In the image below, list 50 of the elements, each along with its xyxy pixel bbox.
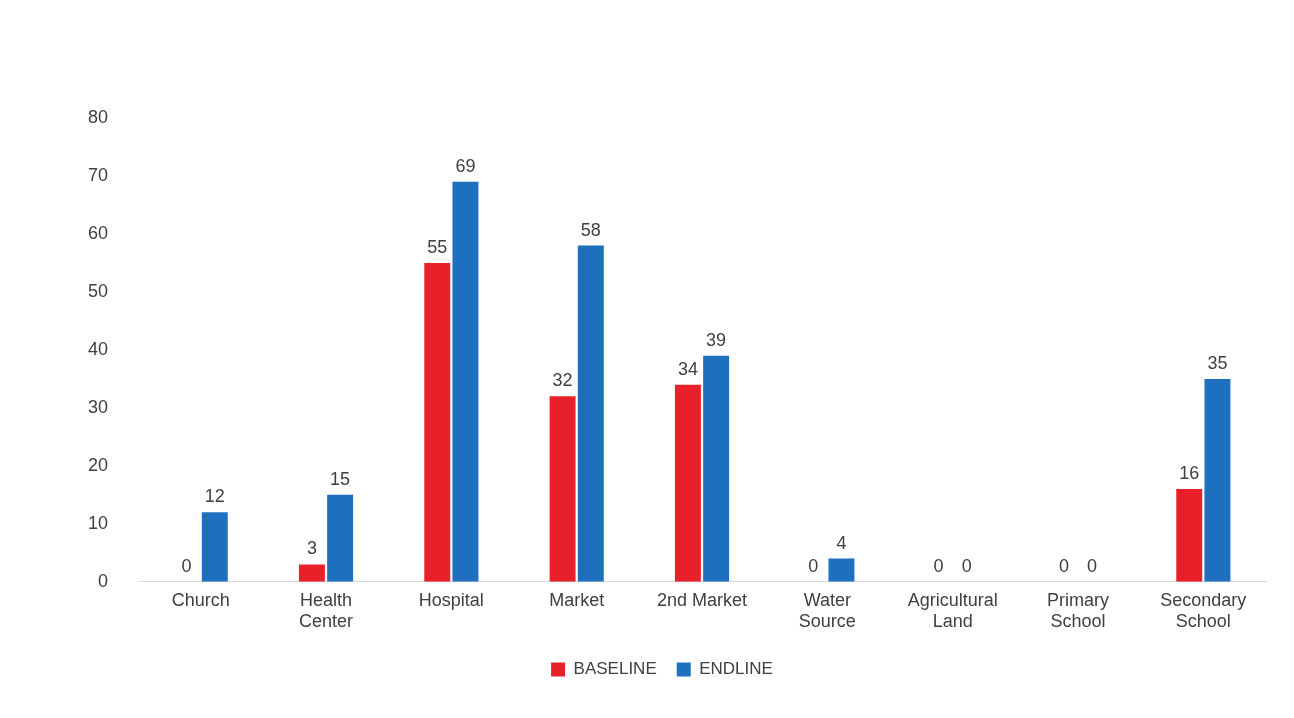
- y-tick-label: 10: [87, 512, 109, 533]
- y-tick-label: 40: [87, 338, 109, 359]
- data-label: 15: [330, 468, 351, 489]
- x-tick-label: Health Center: [299, 589, 354, 632]
- x-tick-label: Hospital: [418, 589, 484, 610]
- data-label: 12: [204, 486, 225, 507]
- data-label: 39: [706, 329, 727, 350]
- data-label: 35: [1207, 352, 1228, 373]
- x-tick-label: 2nd Market: [656, 589, 748, 610]
- data-label: 34: [677, 358, 698, 379]
- data-label: 32: [552, 370, 573, 391]
- bar: [327, 494, 354, 582]
- legend-label: ENDLINE: [699, 659, 773, 679]
- y-tick-label: 20: [87, 454, 109, 475]
- x-tick-label: Agricultural Land: [907, 589, 998, 632]
- x-tick-label: Water Source: [798, 589, 856, 632]
- bar: [1204, 378, 1231, 582]
- data-label: 55: [427, 236, 448, 257]
- y-tick-label: 0: [98, 570, 109, 591]
- y-tick-label: 30: [87, 396, 109, 417]
- x-tick-label: Market: [549, 589, 605, 610]
- y-tick-label: 70: [87, 164, 109, 185]
- x-tick-label: Church: [171, 589, 230, 610]
- x-tick-label: Primary School: [1047, 589, 1109, 632]
- data-label: 0: [1058, 555, 1069, 576]
- x-tick-label: Secondary School: [1160, 589, 1247, 632]
- data-label: 0: [181, 555, 192, 576]
- bar: [703, 355, 730, 582]
- y-tick-label: 50: [87, 280, 109, 301]
- bar: [452, 181, 479, 582]
- bar: [828, 558, 855, 582]
- data-label: 4: [836, 532, 847, 553]
- bar: [298, 564, 325, 582]
- bar: [577, 245, 604, 582]
- legend-label: BASELINE: [573, 659, 657, 679]
- bar: [549, 396, 576, 582]
- y-tick-label: 80: [87, 106, 109, 127]
- bar: [201, 512, 228, 582]
- bar: [1176, 489, 1203, 582]
- y-tick-label: 60: [87, 222, 109, 243]
- data-label: 0: [933, 555, 944, 576]
- bar: [424, 262, 451, 582]
- bar: [674, 384, 701, 582]
- data-label: 0: [1087, 555, 1098, 576]
- data-label: 58: [580, 219, 601, 240]
- data-label: 16: [1179, 463, 1200, 484]
- data-label: 0: [808, 555, 819, 576]
- data-label: 3: [306, 538, 317, 559]
- data-label: 69: [455, 155, 476, 176]
- data-label: 0: [961, 555, 972, 576]
